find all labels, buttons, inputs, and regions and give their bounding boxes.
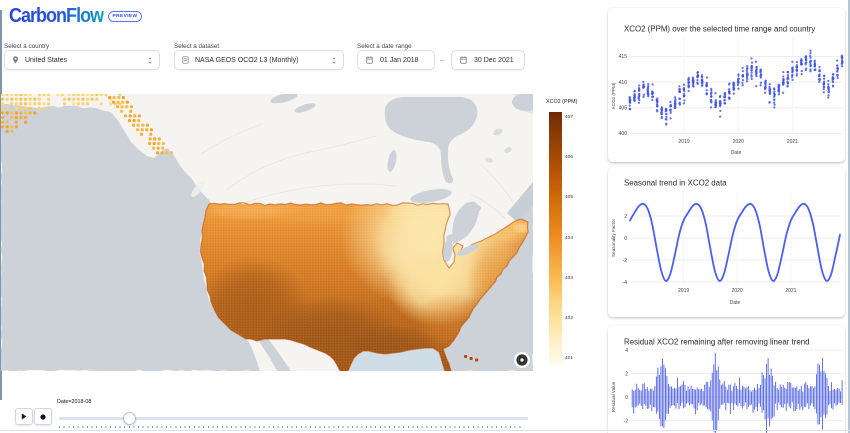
- svg-text:400: 400: [619, 131, 628, 137]
- svg-text:0: 0: [624, 236, 627, 242]
- svg-text:0: 0: [625, 395, 628, 401]
- svg-text:415: 415: [619, 54, 628, 60]
- svg-text:405: 405: [619, 106, 628, 112]
- svg-text:2020: 2020: [733, 139, 744, 145]
- svg-text:Seasonal trend in XCO2 data: Seasonal trend in XCO2 data: [624, 179, 727, 188]
- svg-text:-2: -2: [624, 418, 629, 424]
- svg-text:2021: 2021: [787, 139, 798, 145]
- svg-text:2019: 2019: [679, 139, 690, 145]
- svg-text:XCO2 (PPM): XCO2 (PPM): [611, 82, 616, 109]
- svg-text:2021: 2021: [785, 288, 796, 294]
- svg-text:Residual XCO2 remaining after: Residual XCO2 remaining after removing l…: [624, 338, 810, 347]
- svg-text:-4: -4: [623, 280, 628, 286]
- svg-text:Date: Date: [730, 300, 741, 306]
- svg-text:2: 2: [624, 214, 627, 220]
- svg-text:2019: 2019: [678, 288, 689, 294]
- svg-text:410: 410: [619, 80, 628, 86]
- svg-text:Seasonality Factor: Seasonality Factor: [611, 219, 616, 258]
- svg-text:XCO2 (PPM) over the selected t: XCO2 (PPM) over the selected time range …: [624, 25, 815, 34]
- svg-text:2020: 2020: [732, 288, 743, 294]
- svg-text:-2: -2: [623, 258, 628, 264]
- svg-text:2: 2: [625, 371, 628, 377]
- svg-text:Date: Date: [731, 150, 742, 156]
- svg-text:Residual Value: Residual Value: [611, 381, 616, 412]
- svg-text:4: 4: [625, 348, 628, 354]
